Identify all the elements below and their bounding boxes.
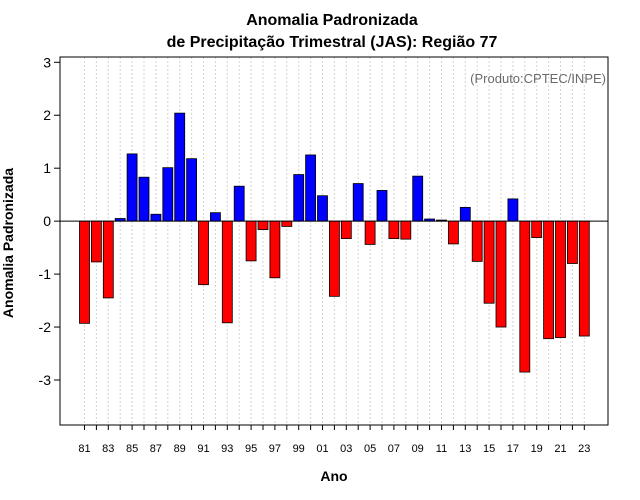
bar-13 [459,206,471,222]
y-tick-label: -3 [39,372,52,388]
bar-86 [138,176,150,222]
x-tick-label: 95 [245,443,257,455]
bar-21 [555,220,566,339]
bar-12 [447,220,459,245]
bar-06 [376,190,388,222]
source-annotation: (Produto:CPTEC/INPE) [470,71,606,86]
x-axis: 81 83 85 87 89 91 93 95 97 99 01 03 05 07 09 11 13 15 17 19… [78,425,590,455]
y-axis: 3 2 1 0 -1 -2 -3 [39,54,60,388]
x-tick-label: 21 [554,443,566,455]
x-tick-label: 87 [150,443,162,455]
bar-01 [317,195,328,222]
x-tick-label: 13 [459,443,471,455]
bar-23 [578,220,590,337]
bar-18 [519,220,531,373]
x-tick-label: 07 [388,443,400,455]
x-tick-label: 01 [316,443,328,455]
bar-17 [507,198,519,222]
bar-20 [543,220,554,340]
chart-subtitle: de Precipitação Trimestral (JAS): Região… [167,34,498,51]
bar-93 [221,220,233,324]
bar-04 [352,183,364,222]
x-tick-label: 89 [174,443,186,455]
y-tick-label: -2 [39,319,52,335]
bar-85 [126,153,138,222]
bar-82 [91,220,102,263]
x-tick-label: 03 [340,443,352,455]
bar-14 [471,220,483,262]
x-tick-label: 09 [412,443,424,455]
y-axis-label: Anomalia Padronizada [0,168,16,318]
x-tick-label: 99 [293,443,305,455]
x-tick-label: 81 [78,443,90,455]
bar-03 [340,220,352,240]
x-tick-label: 15 [483,443,495,455]
bar-15 [483,220,495,304]
bar-81 [79,220,90,324]
x-tick-label: 11 [436,443,447,455]
x-tick-label: 83 [102,443,114,455]
bar-07 [388,220,400,240]
bar-99 [293,174,305,222]
bar-22 [567,220,578,264]
bar-08 [400,220,412,240]
bar-98 [281,220,293,227]
bar-09 [412,175,424,222]
bar-96 [257,220,269,231]
bar-89 [174,112,186,222]
bar-97 [269,220,281,279]
x-tick-label: 91 [197,443,209,455]
bar-83 [102,220,114,299]
x-tick-label: 17 [507,443,519,455]
y-tick-label: 1 [43,160,51,176]
bar-88 [162,167,174,222]
y-tick-label: 2 [43,107,51,123]
x-tick-label: 05 [364,443,376,455]
bar-94 [233,185,245,222]
bar-02 [328,220,340,297]
x-tick-label: 23 [578,443,590,455]
y-tick-label: -1 [39,266,52,282]
bar-90 [186,158,198,222]
bar-00 [305,154,317,222]
x-tick-label: 19 [531,443,543,455]
bar-91 [198,220,209,286]
x-tick-label: 85 [126,443,138,455]
x-tick-label: 97 [269,443,281,455]
y-tick-label: 3 [43,54,51,70]
bar-92 [209,212,221,222]
bar-19 [531,220,543,238]
bar-87 [150,213,162,222]
x-tick-label: 93 [221,443,233,455]
bar-16 [495,220,507,328]
bar-series [79,112,590,373]
chart-title: Anomalia Padronizada [246,12,418,29]
bar-95 [245,220,257,262]
y-tick-label: 0 [43,213,51,229]
bar-05 [364,220,376,245]
x-axis-label: Ano [320,468,347,484]
